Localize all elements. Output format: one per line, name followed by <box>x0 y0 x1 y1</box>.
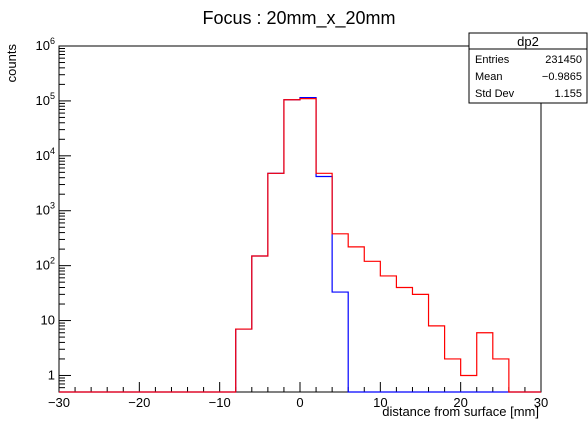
x-tick-label: 0 <box>296 395 303 410</box>
y-tick-label: 1 <box>48 367 55 382</box>
stats-label-stddev: Std Dev <box>475 88 515 100</box>
stats-label-mean: Mean <box>475 71 503 83</box>
stats-label-entries: Entries <box>475 54 510 66</box>
stats-box: dp2 Entries 231450 Mean −0.9865 Std Dev … <box>468 32 588 104</box>
chart-title: Focus : 20mm_x_20mm <box>202 8 395 29</box>
stats-value-mean: −0.9865 <box>542 71 582 83</box>
stats-box-frame <box>468 32 588 104</box>
y-tick-label: 102 <box>36 256 55 273</box>
histogram-series-2 <box>59 98 541 393</box>
stats-box-name: dp2 <box>517 34 539 49</box>
y-tick-label: 103 <box>36 201 55 218</box>
x-tick-label: 10 <box>373 395 387 410</box>
x-tick-label: −30 <box>48 395 70 410</box>
stats-value-entries: 231450 <box>545 54 582 66</box>
y-tick-label: 106 <box>36 36 55 53</box>
x-tick-label: 20 <box>453 395 467 410</box>
y-tick-label: 104 <box>36 146 55 163</box>
x-tick-label: −10 <box>209 395 231 410</box>
tick-labels: −30 −20 −10 0 10 20 30 1 10 102 103 104 105 106 <box>36 36 549 410</box>
y-tick-label: 10 <box>41 313 55 328</box>
y-tick-label: 105 <box>36 91 55 108</box>
histogram-series-1 <box>59 96 541 393</box>
x-axis-title: distance from surface [mm] <box>382 404 539 419</box>
x-tick-label: 30 <box>534 395 548 410</box>
x-tick-label: −20 <box>128 395 150 410</box>
y-axis-title: counts <box>4 44 19 83</box>
histogram-series <box>59 96 541 393</box>
stats-value-stddev: 1.155 <box>554 88 582 100</box>
